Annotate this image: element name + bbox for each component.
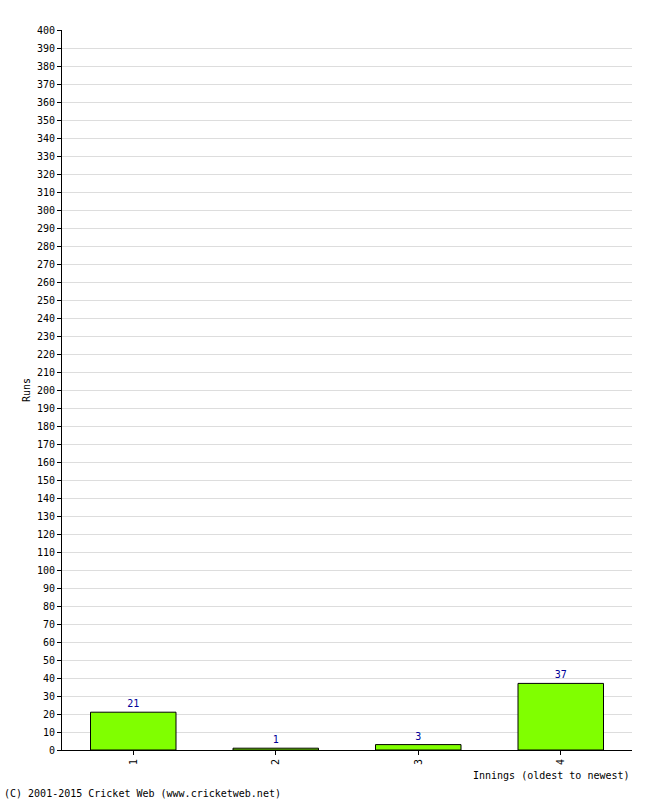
svg-text:60: 60 [43, 637, 55, 648]
svg-text:370: 370 [37, 79, 55, 90]
svg-text:110: 110 [37, 547, 55, 558]
svg-text:90: 90 [43, 583, 55, 594]
svg-text:3: 3 [413, 759, 424, 765]
svg-text:360: 360 [37, 97, 55, 108]
svg-text:2: 2 [270, 759, 281, 765]
svg-text:130: 130 [37, 511, 55, 522]
svg-text:1: 1 [273, 734, 279, 745]
svg-text:40: 40 [43, 673, 55, 684]
svg-text:280: 280 [37, 241, 55, 252]
svg-text:240: 240 [37, 313, 55, 324]
svg-text:400: 400 [37, 25, 55, 36]
svg-text:50: 50 [43, 655, 55, 666]
svg-text:100: 100 [37, 565, 55, 576]
svg-text:270: 270 [37, 259, 55, 270]
svg-text:120: 120 [37, 529, 55, 540]
svg-text:220: 220 [37, 349, 55, 360]
svg-text:390: 390 [37, 43, 55, 54]
svg-text:200: 200 [37, 385, 55, 396]
svg-text:70: 70 [43, 619, 55, 630]
svg-text:20: 20 [43, 709, 55, 720]
svg-text:160: 160 [37, 457, 55, 468]
svg-text:Innings (oldest to newest): Innings (oldest to newest) [473, 770, 630, 781]
svg-text:350: 350 [37, 115, 55, 126]
svg-text:21: 21 [127, 698, 139, 709]
svg-text:150: 150 [37, 475, 55, 486]
svg-text:3: 3 [415, 731, 421, 742]
svg-text:230: 230 [37, 331, 55, 342]
svg-text:340: 340 [37, 133, 55, 144]
svg-text:10: 10 [43, 727, 55, 738]
svg-text:310: 310 [37, 187, 55, 198]
svg-text:300: 300 [37, 205, 55, 216]
svg-text:290: 290 [37, 223, 55, 234]
svg-text:1: 1 [128, 759, 139, 765]
svg-text:(C) 2001-2015 Cricket Web (www: (C) 2001-2015 Cricket Web (www.cricketwe… [4, 788, 281, 799]
svg-text:140: 140 [37, 493, 55, 504]
svg-text:Runs: Runs [21, 378, 32, 402]
svg-text:4: 4 [555, 759, 566, 765]
svg-text:320: 320 [37, 169, 55, 180]
svg-text:170: 170 [37, 439, 55, 450]
svg-text:30: 30 [43, 691, 55, 702]
svg-text:380: 380 [37, 61, 55, 72]
svg-text:260: 260 [37, 277, 55, 288]
svg-text:80: 80 [43, 601, 55, 612]
svg-text:0: 0 [49, 745, 55, 756]
svg-text:180: 180 [37, 421, 55, 432]
svg-text:37: 37 [555, 669, 567, 680]
svg-text:210: 210 [37, 367, 55, 378]
svg-text:190: 190 [37, 403, 55, 414]
svg-text:330: 330 [37, 151, 55, 162]
svg-text:250: 250 [37, 295, 55, 306]
